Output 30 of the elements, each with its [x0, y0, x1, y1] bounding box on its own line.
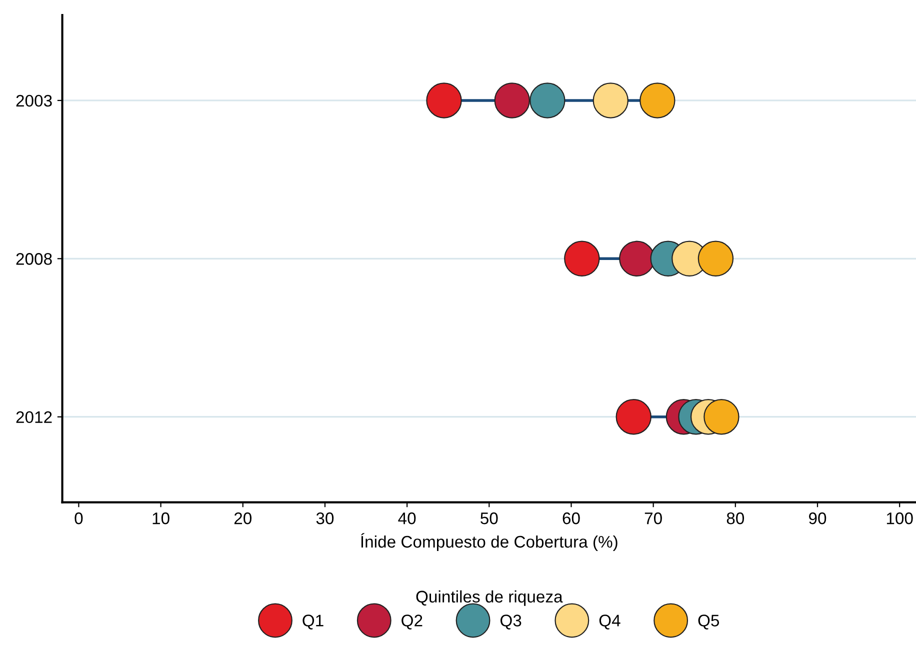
x-tick-label: 100: [886, 512, 913, 524]
x-tick-label: 90: [809, 512, 826, 524]
x-tick-label: 60: [562, 512, 580, 524]
legend-label: Q5: [698, 614, 720, 630]
point: [494, 82, 530, 118]
point: [698, 240, 734, 277]
legend-label: Q4: [599, 614, 620, 630]
y-tick-label: 2012: [16, 411, 52, 424]
x-tick-label: 70: [644, 512, 662, 524]
x-tick-label: 0: [74, 512, 83, 524]
legend-title: Quintiles de riqueza: [416, 590, 563, 606]
point: [592, 82, 628, 118]
x-tick-label: 40: [398, 512, 416, 524]
point: [616, 399, 652, 435]
legend-label: Q1: [302, 614, 324, 630]
legend-label: Q3: [500, 614, 522, 630]
x-tick-label: 30: [316, 512, 334, 524]
x-axis-title: Ínide Compuesto de Cobertura (%): [361, 533, 618, 551]
point: [704, 399, 740, 435]
legend-label: Q2: [402, 614, 422, 630]
point: [426, 82, 462, 118]
x-tick-label: 80: [726, 512, 744, 524]
x-tick-label: 10: [152, 512, 170, 524]
point: [564, 240, 600, 277]
x-tick-label: 20: [234, 512, 252, 524]
point: [530, 82, 566, 118]
y-tick-label: 2008: [16, 253, 52, 265]
x-tick-label: 50: [480, 512, 498, 524]
y-tick-label: 2003: [16, 94, 52, 107]
point: [640, 82, 676, 118]
